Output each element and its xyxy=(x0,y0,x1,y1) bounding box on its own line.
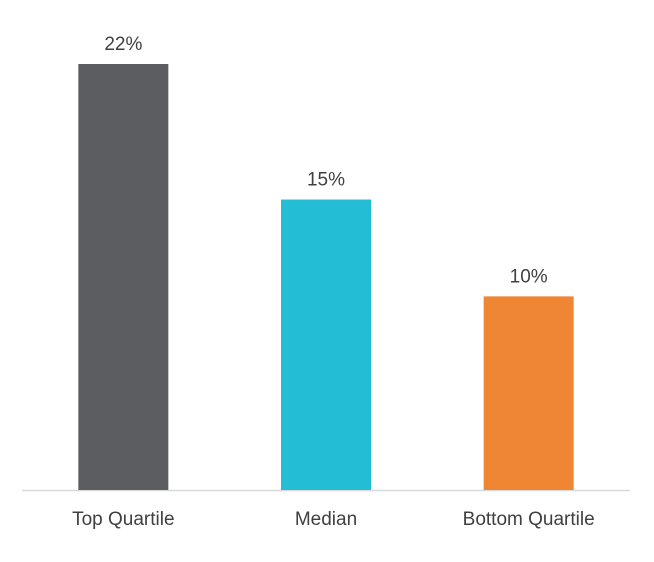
bar xyxy=(78,64,169,490)
value-label: 22% xyxy=(104,34,142,55)
x-tick-label: Median xyxy=(295,509,357,530)
value-label: 10% xyxy=(510,266,548,287)
bar xyxy=(281,199,371,490)
x-tick-label: Top Quartile xyxy=(72,509,174,530)
bar xyxy=(483,296,574,490)
x-tick-label: Bottom Quartile xyxy=(463,509,595,530)
value-label: 15% xyxy=(307,170,345,191)
